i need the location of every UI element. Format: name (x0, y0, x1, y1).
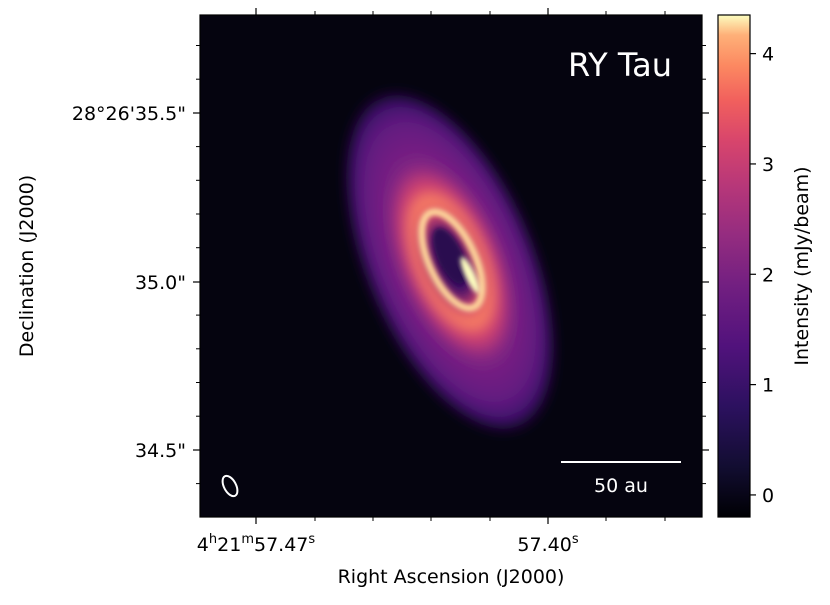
colorbar-title: Intensity (mJy/beam) (791, 166, 813, 365)
y-axis-title: Declination (J2000) (16, 175, 38, 357)
colorbar-ticks: 0 1 2 3 4 (750, 44, 774, 507)
colorbar-tick-label: 3 (762, 154, 774, 176)
beam-ellipse (221, 474, 239, 498)
axis-ticks (193, 8, 709, 524)
y-tick-label: 28°26'35.5" (72, 103, 186, 125)
x-tick-label-left: 4h21m57.47s (197, 532, 316, 556)
colorbar: 0 1 2 3 4 Intensity (mJy/beam) (717, 14, 813, 518)
x-tick-label-right: 57.40s (517, 532, 578, 556)
y-tick-label: 34.5" (135, 440, 186, 462)
image-panel: RY Tau 50 au (199, 14, 703, 518)
colorbar-tick-label: 0 (762, 485, 774, 507)
image-title: RY Tau (568, 46, 672, 84)
y-tick-label: 35.0" (135, 272, 186, 294)
colorbar-tick-label: 1 (762, 375, 774, 397)
colorbar-tick-label: 4 (762, 44, 774, 66)
peak-emission (460, 256, 480, 294)
image-frame (199, 14, 703, 518)
inner-ring (418, 208, 486, 312)
colorbar-tick-label: 2 (762, 264, 774, 286)
colorbar-frame (717, 14, 751, 518)
colorbar-gradient (718, 15, 750, 517)
inner-cavity (433, 228, 467, 284)
scale-bar-label: 50 au (594, 475, 648, 497)
x-axis-title: Right Ascension (J2000) (338, 566, 565, 588)
